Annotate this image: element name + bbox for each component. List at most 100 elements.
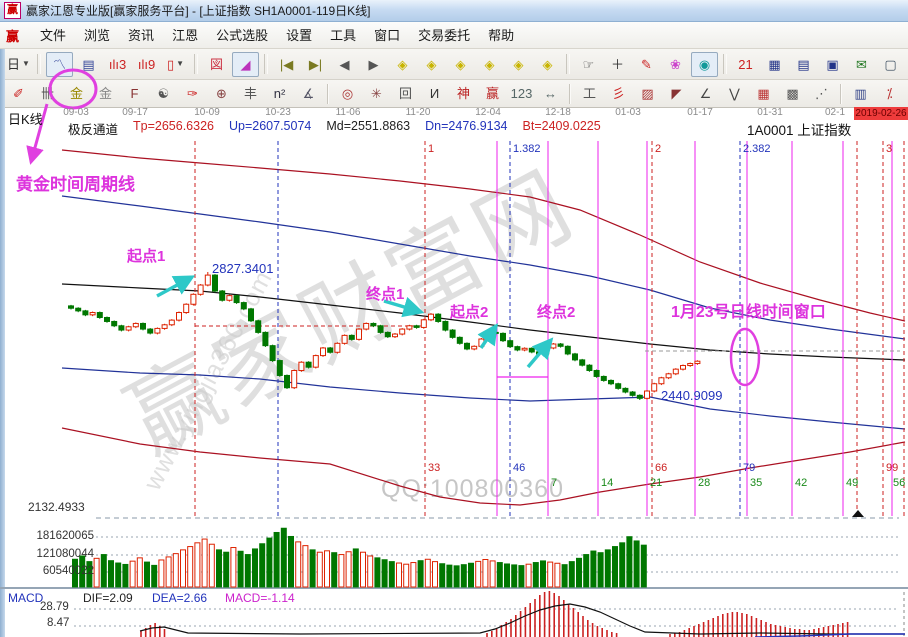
- column-chart-icon-glyph: ▥: [854, 86, 867, 101]
- golden-time-cycle-icon[interactable]: 金: [63, 81, 90, 106]
- calculator-icon[interactable]: ▦: [761, 52, 788, 77]
- menu-item-5[interactable]: 公式选股: [216, 28, 269, 43]
- app-icon: 赢: [4, 2, 21, 19]
- parallel-fan-icon-glyph: ⋰: [815, 86, 828, 101]
- spiral-icon-glyph: ☯: [157, 86, 170, 101]
- last-bar-icon[interactable]: ▶|: [302, 52, 329, 77]
- kline-style-icon-glyph: 〽: [52, 56, 66, 72]
- shen-grid-icon[interactable]: 神: [450, 81, 477, 106]
- draw-pen-icon[interactable]: ✐: [5, 81, 32, 106]
- ruler-icon[interactable]: 丰: [237, 81, 264, 106]
- smart-analysis-icon[interactable]: ◉: [691, 51, 718, 77]
- golden-space-icon-glyph: 金: [98, 86, 112, 101]
- spiral-icon[interactable]: ☯: [150, 81, 177, 106]
- dark-fan-icon[interactable]: ◤: [663, 81, 690, 106]
- ying-grid-icon[interactable]: 赢: [479, 81, 506, 106]
- menu-item-3[interactable]: 资讯: [128, 28, 155, 43]
- fibonacci-icon[interactable]: F: [121, 81, 148, 106]
- menu-item-6[interactable]: 设置: [286, 28, 313, 43]
- zoom-in-diamond-icon[interactable]: ◈: [418, 52, 445, 77]
- indicator-9-icon[interactable]: ılı9: [133, 52, 160, 77]
- boxed-fan-icon[interactable]: ▨: [634, 81, 661, 106]
- full-diamond-icon[interactable]: ◈: [534, 52, 561, 77]
- menu-bar: 赢 文件 浏览 资讯 江恩 公式选股 设置 工具 窗口 交易委托 帮助: [0, 22, 908, 49]
- toolbar-separator: [37, 54, 41, 74]
- kline-style-icon[interactable]: 〽: [46, 51, 73, 77]
- quote-list-icon[interactable]: ▤: [75, 52, 102, 77]
- single-candle-dropdown[interactable]: ▯ ▼: [162, 52, 189, 77]
- beam-tool-icon-glyph: 工: [582, 86, 596, 101]
- zigzag-icon[interactable]: ⋁: [721, 81, 748, 106]
- first-bar-icon-glyph: |◀: [279, 56, 294, 72]
- golden-space-icon[interactable]: 金: [92, 81, 119, 106]
- indicator-9-icon-glyph: ılı9: [137, 56, 156, 72]
- width-arrows-icon[interactable]: ↔: [537, 81, 564, 106]
- memo-icon[interactable]: ▤: [790, 52, 817, 77]
- parallel-fan-icon[interactable]: ⋰: [808, 81, 835, 106]
- numbered-grid-icon[interactable]: 123: [508, 81, 535, 106]
- prev-bar-icon[interactable]: ◀: [331, 52, 358, 77]
- menu-item-9[interactable]: 交易委托: [418, 28, 471, 43]
- hand-tool-icon[interactable]: ☞: [575, 52, 602, 77]
- compress-diamond-icon[interactable]: ◈: [476, 52, 503, 77]
- expand-diamond-icon[interactable]: ◈: [505, 52, 532, 77]
- remote-icon-glyph: ▢: [884, 56, 897, 72]
- fan-lines-icon[interactable]: 彡: [605, 81, 632, 106]
- target-icon[interactable]: ◎: [334, 81, 361, 106]
- zigzag-icon-glyph: ⋁: [729, 86, 740, 101]
- angle-tool-icon[interactable]: ∡: [295, 81, 322, 106]
- square-of-nine-icon-glyph: n²: [273, 86, 286, 101]
- next-bar-icon[interactable]: ▶: [360, 52, 387, 77]
- zoom-out-diamond-icon[interactable]: ◈: [389, 52, 416, 77]
- send-icon[interactable]: ✉: [848, 52, 875, 77]
- zoom-in-diamond-icon-glyph: ◈: [426, 56, 437, 72]
- square-of-nine-icon[interactable]: n²: [266, 81, 293, 106]
- menu-item-1[interactable]: 文件: [40, 28, 67, 43]
- dark-grid-icon-glyph: ▩: [786, 86, 799, 101]
- gann-toolbar: ✐卌金金F☯✑⊕丰n²∡◎✳回И神赢123↔工彡▨◤∠⋁▦▩⋰▥⁒%%–◉金↕♒…: [0, 80, 908, 108]
- annotation-pin-icon[interactable]: ✎: [633, 52, 660, 77]
- dark-grid-icon[interactable]: ▩: [779, 81, 806, 106]
- menu-item-10[interactable]: 帮助: [488, 28, 515, 43]
- percent-slash-icon[interactable]: ⁒: [876, 81, 903, 106]
- wave-count-icon[interactable]: И: [421, 81, 448, 106]
- web-icon[interactable]: ✳: [363, 81, 390, 106]
- beam-tool-icon[interactable]: 工: [576, 81, 603, 106]
- ying-grid-icon-glyph: 赢: [485, 86, 499, 101]
- menu-item-8[interactable]: 窗口: [374, 28, 401, 43]
- red-grid-icon[interactable]: ▦: [750, 81, 777, 106]
- color-trend-icon[interactable]: ◢: [232, 51, 259, 77]
- remote-icon[interactable]: ▢: [877, 52, 904, 77]
- formula-box-icon[interactable]: 図: [203, 52, 230, 77]
- memo-icon-glyph: ▤: [797, 56, 810, 72]
- brush-icon[interactable]: ✑: [179, 81, 206, 106]
- menu-item-4[interactable]: 江恩: [172, 28, 199, 43]
- title-bar: 赢 赢家江恩专业版[赢家服务平台] - [上证指数 SH1A0001-119日K…: [0, 0, 908, 22]
- hsplit-diamond-icon[interactable]: ◈: [447, 52, 474, 77]
- menu-item-7[interactable]: 工具: [330, 28, 357, 43]
- toolbar-separator: [327, 83, 329, 104]
- gann-grid-icon-glyph: 卌: [40, 86, 54, 101]
- save-icon[interactable]: ▣: [819, 52, 846, 77]
- indicator-3-icon[interactable]: ılı3: [104, 52, 131, 77]
- square-spiral-icon[interactable]: 回: [392, 81, 419, 106]
- next-bar-icon-glyph: ▶: [368, 56, 379, 72]
- wave-count-icon-glyph: И: [429, 86, 440, 101]
- window-left-frame: [0, 49, 5, 637]
- gann-grid-icon[interactable]: 卌: [34, 81, 61, 106]
- quote-list-icon-glyph: ▤: [82, 56, 95, 72]
- menu-item-2[interactable]: 浏览: [84, 28, 111, 43]
- calendar-icon[interactable]: 21: [732, 52, 759, 77]
- shen-grid-icon-glyph: 神: [456, 86, 470, 101]
- chart-canvas[interactable]: [0, 108, 908, 637]
- crosshair-tool-icon[interactable]: ＋: [604, 52, 631, 77]
- trend-angle-icon[interactable]: ∠: [692, 81, 719, 106]
- period-day-dropdown[interactable]: 日 ▼: [5, 52, 32, 77]
- column-chart-icon[interactable]: ▥: [847, 81, 874, 106]
- prev-bar-icon-glyph: ◀: [339, 56, 350, 72]
- expand-diamond-icon-glyph: ◈: [513, 56, 524, 72]
- gann-flower-icon[interactable]: ❀: [662, 52, 689, 77]
- gann-wheel-icon[interactable]: ⊕: [208, 81, 235, 106]
- first-bar-icon[interactable]: |◀: [273, 52, 300, 77]
- formula-box-icon-glyph: 図: [209, 56, 223, 72]
